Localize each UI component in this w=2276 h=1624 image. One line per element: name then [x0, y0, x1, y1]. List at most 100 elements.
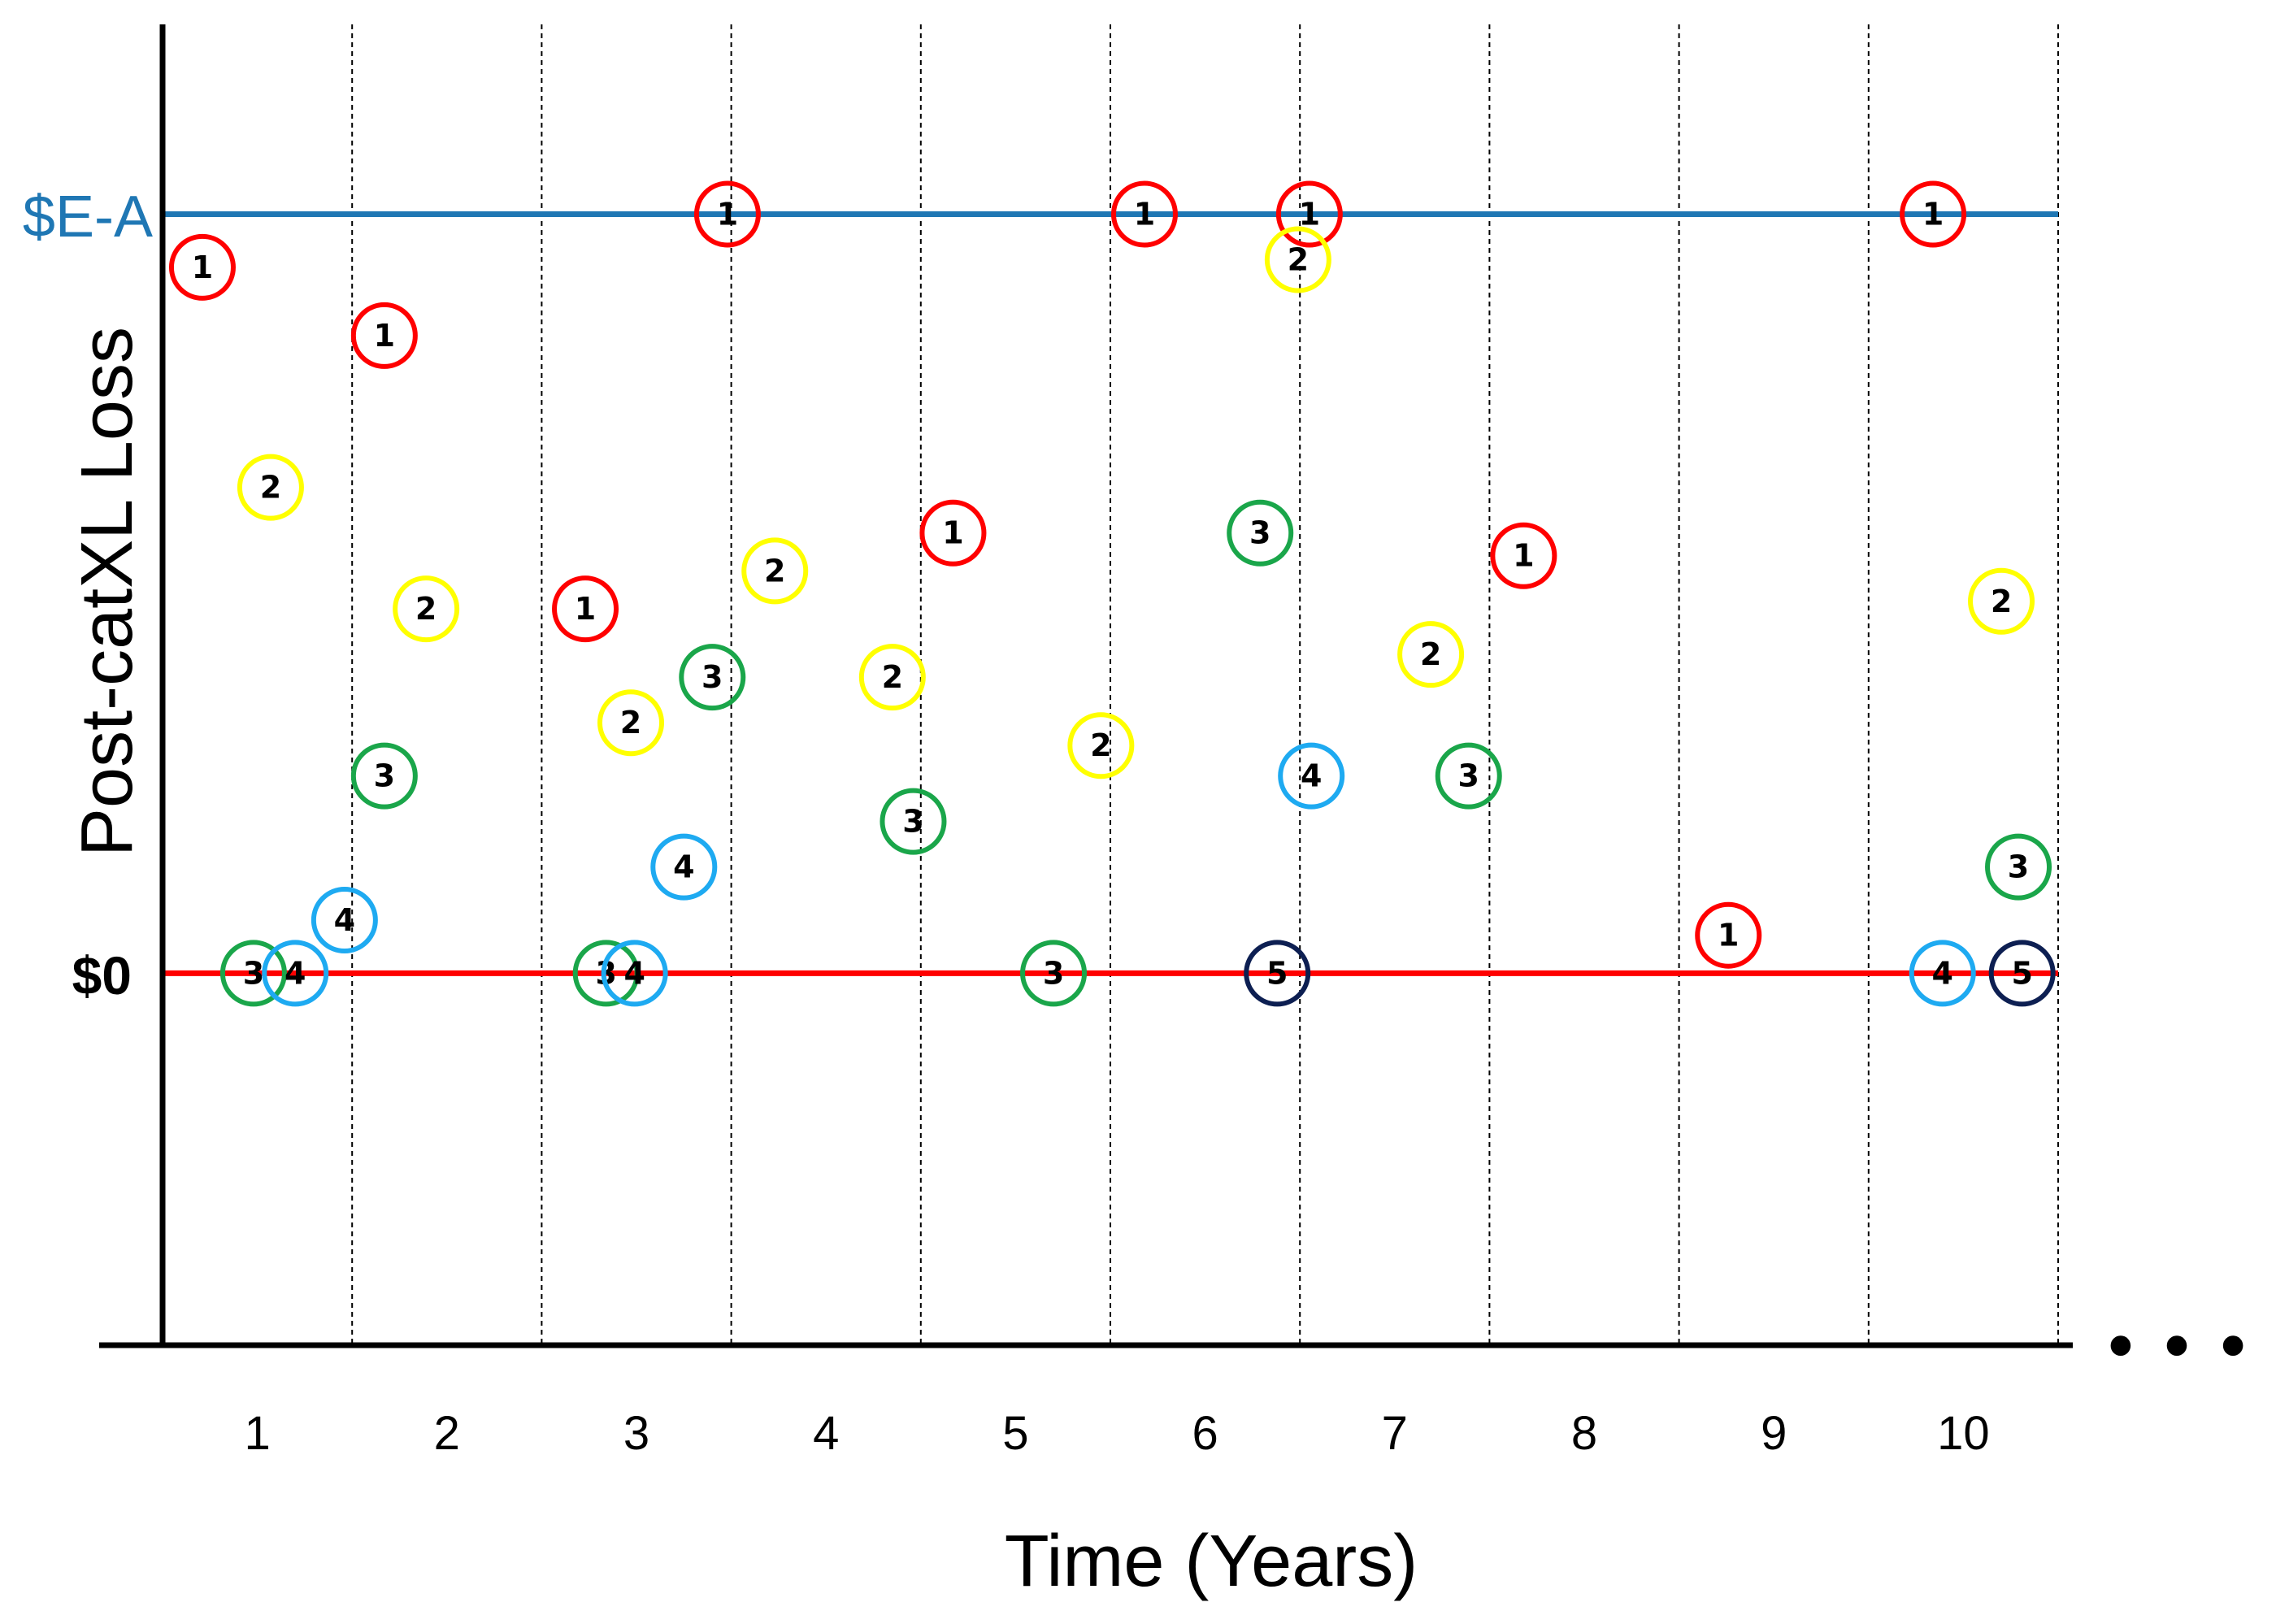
event-marker-circle [237, 454, 304, 521]
event-marker-3: 3 [880, 788, 947, 855]
event-marker-label: 4 [673, 849, 694, 885]
event-marker-label: 2 [1420, 636, 1441, 672]
event-marker-2: 2 [1067, 712, 1135, 779]
event-marker-1: 1 [1110, 180, 1178, 248]
event-marker-circle [858, 644, 926, 711]
event-marker-4: 4 [650, 833, 718, 901]
event-marker-4: 4 [311, 887, 378, 954]
event-marker-circle [1275, 180, 1343, 248]
event-marker-circle [219, 940, 287, 1007]
event-marker-circle [1227, 499, 1294, 567]
event-marker-label: 5 [2011, 955, 2032, 991]
event-marker-circle [1988, 940, 2056, 1007]
event-marker-3: 3 [1985, 833, 2052, 901]
event-marker-4: 4 [1278, 742, 1345, 810]
event-marker-circle [1909, 940, 1976, 1007]
event-marker-circle [1110, 180, 1178, 248]
event-marker-label: 3 [1458, 758, 1479, 794]
event-marker-circle [350, 742, 418, 810]
event-marker-label: 3 [701, 659, 723, 695]
event-marker-circle [311, 887, 378, 954]
event-marker-circle [350, 302, 418, 369]
x-tick-label: 9 [1761, 1407, 1787, 1460]
event-marker-3: 3 [1020, 940, 1088, 1007]
event-marker-4: 4 [601, 940, 668, 1007]
event-marker-circle [650, 833, 718, 901]
event-marker-label: 2 [415, 591, 437, 627]
event-marker-circle [1244, 940, 1311, 1007]
event-marker-2: 2 [237, 454, 304, 521]
y-label-ea: $E-A [23, 185, 153, 250]
event-marker-label: 1 [1513, 538, 1534, 574]
event-marker-label: 2 [882, 659, 903, 695]
event-marker-label: 2 [260, 470, 281, 506]
y-label-zero: $0 [72, 945, 132, 1005]
x-tick-label: 3 [623, 1407, 649, 1460]
event-marker-label: 1 [192, 250, 213, 285]
event-marker-label: 3 [1249, 515, 1270, 551]
event-marker-label: 2 [764, 553, 785, 588]
event-marker-label: 1 [1922, 196, 1944, 232]
event-marker-label: 1 [374, 318, 395, 354]
continuation-dots: • • • [2103, 1314, 2252, 1381]
event-marker-3: 3 [219, 940, 287, 1007]
event-marker-circle [1985, 833, 2052, 901]
event-marker-circle [1278, 742, 1345, 810]
axes [99, 24, 2073, 1348]
event-marker-circle [1695, 901, 1762, 969]
event-marker-2: 2 [1968, 567, 2035, 635]
event-marker-4: 4 [1909, 940, 1976, 1007]
x-tick-label: 6 [1192, 1407, 1218, 1460]
event-marker-label: 3 [243, 955, 264, 991]
event-marker-circle [919, 499, 987, 567]
event-marker-5: 5 [1244, 940, 1311, 1007]
event-marker-1: 1 [1900, 180, 1967, 248]
x-tick-label: 7 [1382, 1407, 1408, 1460]
event-marker-2: 2 [741, 537, 809, 605]
event-marker-2: 2 [597, 689, 665, 757]
event-marker-circle [572, 940, 640, 1007]
event-marker-label: 2 [1288, 242, 1309, 278]
event-marker-label: 3 [2008, 849, 2029, 885]
event-marker-label: 2 [1991, 584, 2012, 619]
event-marker-label: 3 [1043, 955, 1064, 991]
event-marker-circle [597, 689, 665, 757]
event-marker-1: 1 [919, 499, 987, 567]
event-marker-label: 4 [623, 955, 645, 991]
x-tick-label: 1 [244, 1407, 270, 1460]
x-axis-title: Time (Years) [1005, 1521, 1418, 1602]
event-marker-circle [1397, 621, 1465, 688]
event-marker-label: 2 [1090, 727, 1111, 763]
y-axis-title: Post-catXL Loss [67, 327, 148, 857]
event-marker-1: 1 [1695, 901, 1762, 969]
event-marker-5: 5 [1988, 940, 2056, 1007]
x-tick-label: 8 [1571, 1407, 1597, 1460]
event-marker-circle [1968, 567, 2035, 635]
x-tick-label: 10 [1937, 1407, 1990, 1460]
event-marker-label: 4 [1932, 955, 1953, 991]
event-marker-label: 1 [717, 196, 738, 232]
x-tick-labels: 1 2 3 4 5 6 7 8 9 10 [244, 1407, 1989, 1460]
event-marker-circle [1067, 712, 1135, 779]
event-marker-label: 1 [1718, 918, 1739, 953]
event-marker-circle [1020, 940, 1088, 1007]
event-marker-1: 1 [350, 302, 418, 369]
event-marker-circle [168, 233, 236, 301]
event-marker-label: 4 [284, 955, 306, 991]
event-marker-label: 1 [1299, 196, 1320, 232]
event-marker-circle [1490, 522, 1557, 589]
gridlines [351, 24, 2059, 1345]
x-tick-label: 2 [434, 1407, 460, 1460]
event-marker-3: 3 [1435, 742, 1502, 810]
event-marker-3: 3 [679, 644, 746, 711]
event-marker-label: 5 [1266, 955, 1288, 991]
event-marker-circle [880, 788, 947, 855]
event-marker-circle [262, 940, 329, 1007]
event-marker-circle [693, 180, 761, 248]
event-marker-1: 1 [1275, 180, 1343, 248]
event-marker-1: 1 [168, 233, 236, 301]
event-marker-circle [1264, 226, 1331, 293]
event-marker-1: 1 [552, 575, 619, 643]
